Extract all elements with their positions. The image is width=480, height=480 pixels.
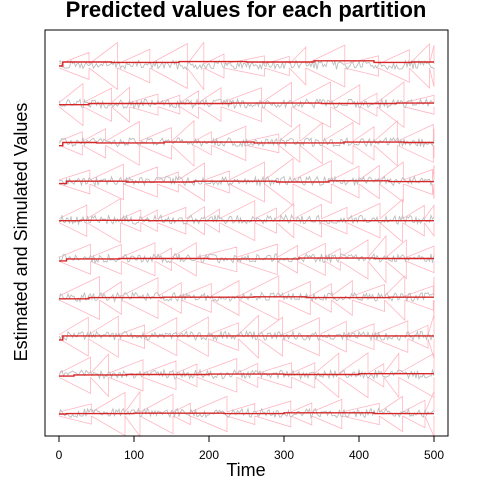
simulated-series	[58, 59, 435, 71]
predicted-series	[59, 180, 434, 185]
x-axis: 0 100 200 300 400 500	[56, 435, 444, 462]
prediction-interval-upper	[58, 157, 435, 181]
predicted-series	[59, 102, 434, 106]
prediction-interval-upper	[58, 274, 435, 297]
partition-group	[58, 197, 435, 244]
prediction-interval-upper	[58, 390, 435, 413]
prediction-interval-lower	[58, 67, 435, 91]
predicted-series	[59, 60, 434, 67]
partition-group	[58, 390, 435, 438]
partition-group	[58, 352, 435, 399]
simulated-series	[58, 97, 435, 110]
x-tick-label: 300	[274, 448, 294, 462]
prediction-interval-lower	[58, 376, 435, 399]
prediction-interval-lower	[58, 144, 435, 167]
predicted-series	[59, 257, 434, 262]
prediction-interval-lower	[58, 260, 435, 284]
y-axis-label: Estimated and Simulated Values	[11, 103, 31, 362]
predicted-series	[59, 296, 434, 300]
prediction-interval-upper	[58, 234, 435, 258]
x-tick-label: 400	[349, 448, 369, 462]
prediction-interval-lower	[58, 183, 435, 207]
partition-group	[58, 274, 435, 322]
simulated-series	[58, 175, 435, 188]
partition-group	[58, 314, 435, 360]
prediction-interval-lower	[58, 338, 435, 360]
predicted-series	[59, 373, 434, 377]
prediction-interval-upper	[58, 41, 435, 65]
prediction-interval-lower	[58, 415, 435, 438]
prediction-interval-upper	[58, 352, 435, 374]
x-tick-label: 200	[199, 448, 219, 462]
prediction-interval-lower	[58, 106, 435, 129]
partition-group	[58, 234, 435, 284]
plot-area	[58, 41, 435, 438]
prediction-interval-upper	[58, 81, 435, 104]
chart-title: Predicted values for each partition	[66, 0, 427, 22]
prediction-interval-lower	[58, 299, 435, 322]
prediction-interval-lower	[58, 222, 435, 244]
predicted-series	[59, 141, 434, 147]
predicted-series	[59, 412, 434, 415]
x-axis-label: Time	[226, 460, 265, 480]
prediction-interval-upper	[58, 314, 435, 336]
predicted-series	[59, 335, 434, 341]
partition-group	[58, 81, 435, 129]
simulated-series	[58, 136, 435, 148]
prediction-interval-upper	[58, 119, 435, 142]
partition-group	[58, 119, 435, 167]
prediction-interval-upper	[58, 197, 435, 220]
partition-group	[58, 41, 435, 91]
partition-group	[58, 157, 435, 207]
x-tick-label: 0	[56, 448, 63, 462]
x-tick-label: 100	[124, 448, 144, 462]
simulated-series	[58, 368, 435, 381]
x-tick-label: 500	[424, 448, 444, 462]
